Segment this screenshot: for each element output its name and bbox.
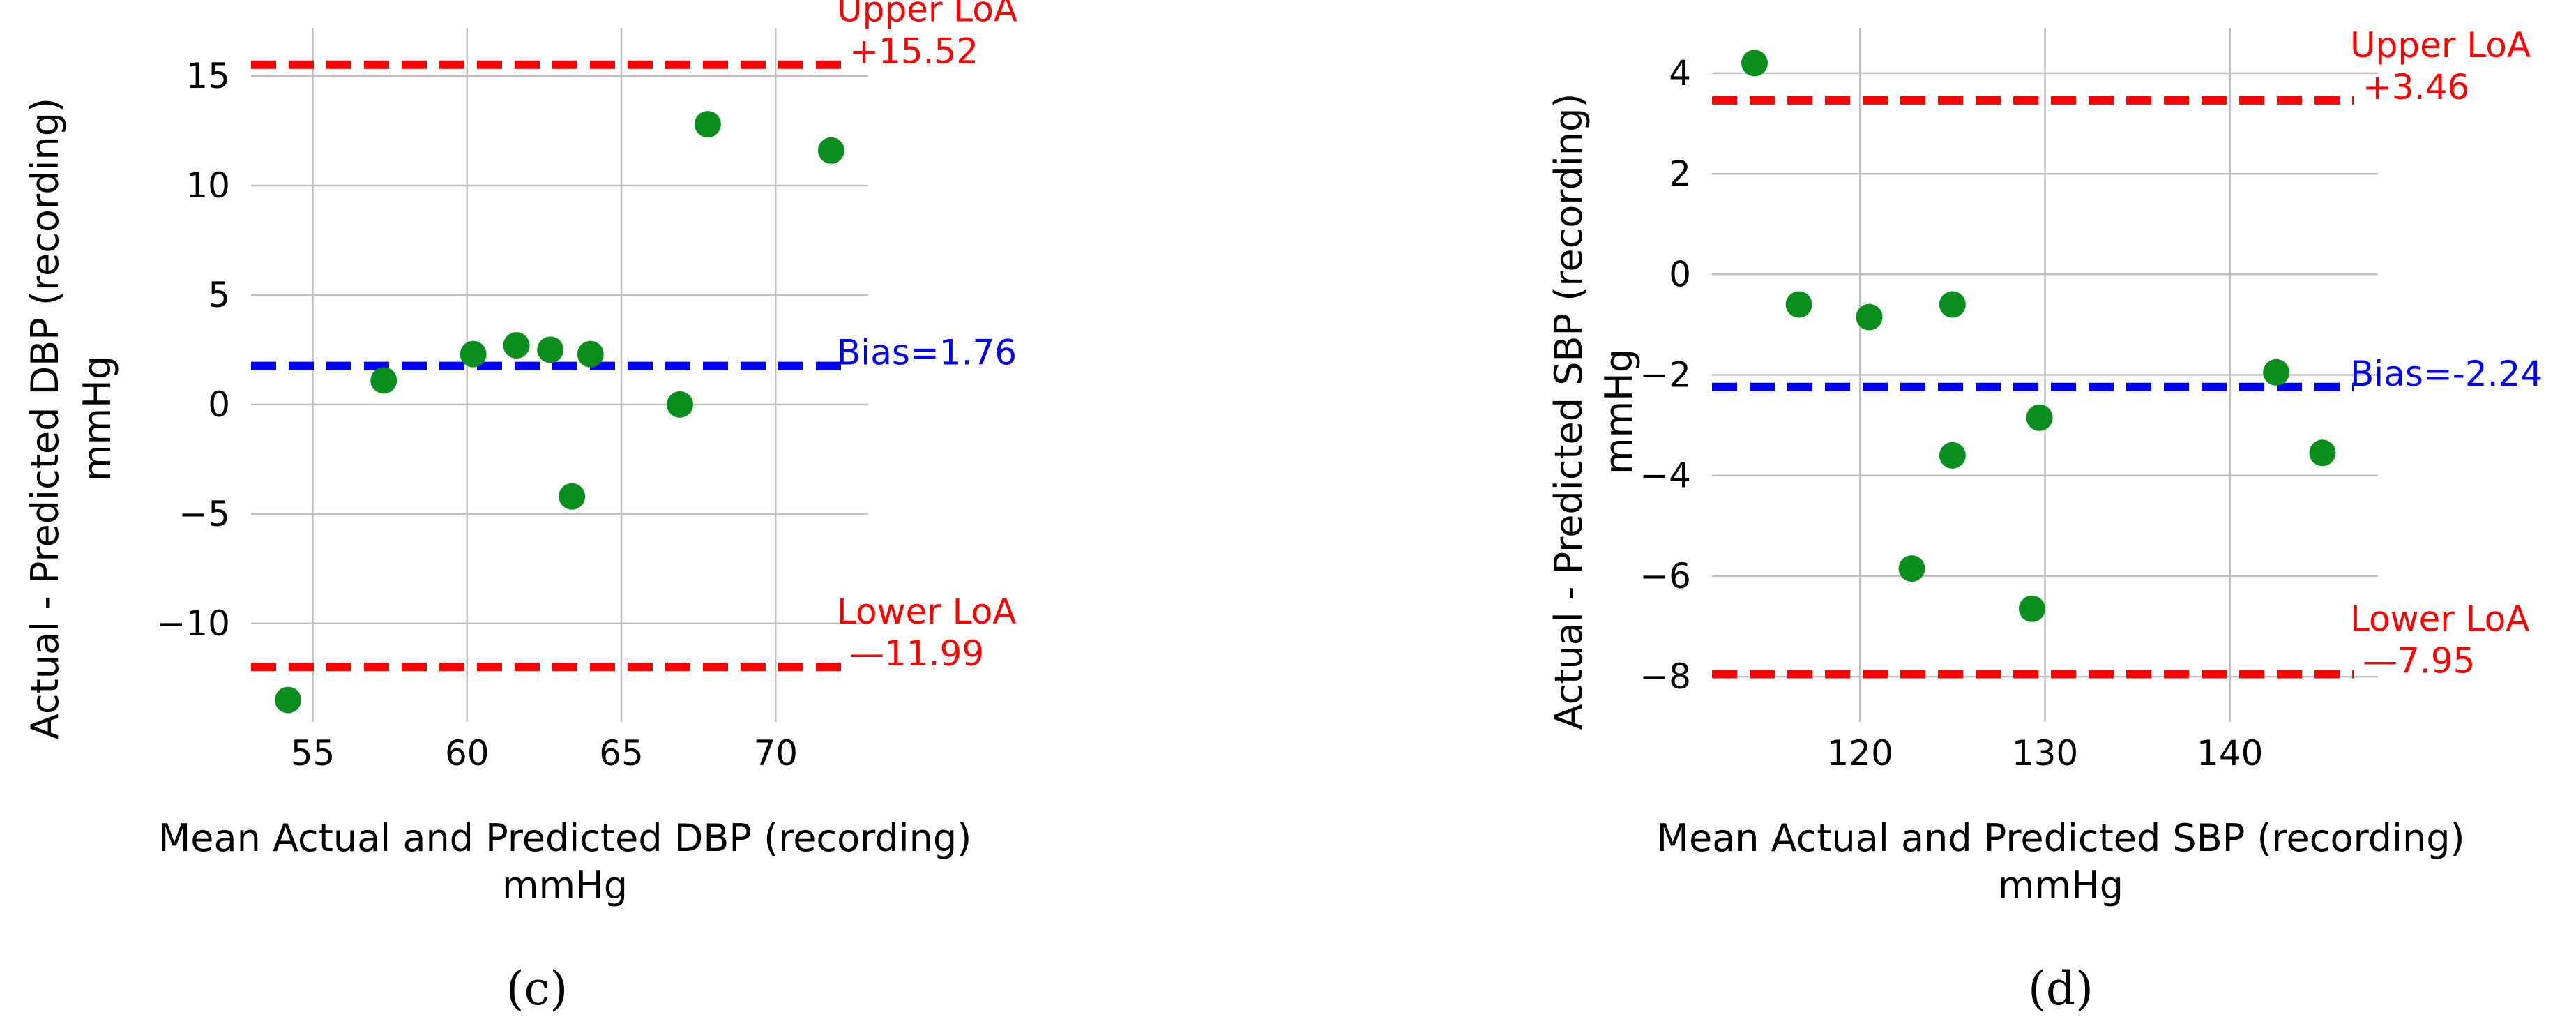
x-tick-label: 130 [2012, 733, 2078, 774]
bias-label: Bias=1.76 [837, 333, 1017, 373]
upper-loa-value: +15.52 [849, 31, 978, 72]
y-axis-unit: mmHg [75, 356, 119, 481]
data-point [2309, 439, 2336, 467]
y-tick-label: −10 [156, 603, 230, 644]
data-point [2026, 404, 2053, 431]
chart-panel-c: 55 60 65 70 −10 −5 0 5 10 15 Upper LoA+15.52 Bias=1… [23, 0, 1017, 1016]
upper-loa-label: Upper LoA [837, 0, 1017, 30]
y-tick-label: 4 [1669, 53, 1691, 93]
data-point [537, 336, 564, 363]
upper-loa-label: Upper LoA [2350, 25, 2531, 66]
panel-label: (c) [506, 962, 568, 1016]
data-point [817, 137, 844, 164]
y-tick-label: 2 [1669, 153, 1691, 194]
data-point [1898, 555, 1925, 582]
y-tick-label: 0 [1669, 254, 1691, 294]
lower-loa-label: Lower LoA [837, 591, 1016, 632]
data-point [694, 111, 721, 138]
chart-panel-d: 120 130 140 −8 −6 −4 −2 0 2 4 Upper LoA+3.46 Bias=-… [1547, 25, 2543, 1016]
y-tick-label: 10 [185, 165, 230, 206]
y-tick-label: −5 [179, 494, 230, 534]
y-tick-label: 5 [208, 275, 230, 315]
x-tick-label: 140 [2197, 733, 2263, 774]
data-point [1939, 291, 1966, 318]
upper-loa-value: +3.46 [2363, 67, 2469, 107]
x-axis-unit: mmHg [1998, 864, 2123, 907]
lower-loa-value: —11.99 [849, 633, 984, 674]
data-point [2263, 359, 2290, 386]
y-tick-label: −4 [1639, 455, 1691, 496]
panel-label: (d) [2028, 962, 2093, 1016]
x-tick-label: 60 [445, 733, 490, 774]
data-point [1856, 303, 1883, 331]
data-point [559, 483, 586, 510]
data-point [503, 332, 530, 359]
y-tick-label: −2 [1639, 355, 1691, 395]
y-tick-label: −8 [1639, 656, 1691, 697]
bias-label: Bias=-2.24 [2350, 354, 2543, 394]
y-axis-label: Actual - Predicted DBP (recording) [23, 98, 67, 739]
y-axis-label: Actual - Predicted SBP (recording) [1547, 93, 1591, 730]
data-point [460, 340, 487, 368]
data-point [275, 686, 302, 714]
y-tick-label: 15 [185, 56, 230, 96]
y-tick-label: −6 [1639, 556, 1691, 596]
data-point [667, 391, 694, 418]
x-tick-label: 65 [599, 733, 644, 774]
y-tick-label: 0 [208, 384, 230, 425]
x-axis-label: Mean Actual and Predicted DBP (recording… [158, 816, 972, 860]
y-axis-unit: mmHg [1597, 349, 1641, 474]
lower-loa-value: —7.95 [2363, 641, 2475, 681]
lower-loa-label: Lower LoA [2350, 599, 2529, 640]
x-tick-label: 55 [291, 733, 335, 774]
data-point [1785, 291, 1812, 318]
data-point [1939, 442, 1966, 469]
data-point [1741, 50, 1768, 77]
x-tick-label: 120 [1827, 733, 1893, 774]
data-point [2018, 595, 2045, 622]
x-tick-label: 70 [753, 733, 798, 774]
x-axis-label: Mean Actual and Predicted SBP (recording… [1656, 816, 2464, 860]
data-point [577, 340, 604, 368]
x-axis-unit: mmHg [502, 864, 628, 907]
data-point [370, 367, 397, 394]
